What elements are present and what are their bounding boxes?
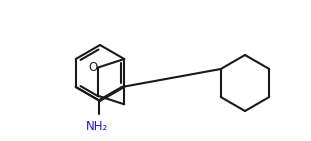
Text: NH₂: NH₂ [86,120,108,133]
Text: O: O [88,61,97,74]
